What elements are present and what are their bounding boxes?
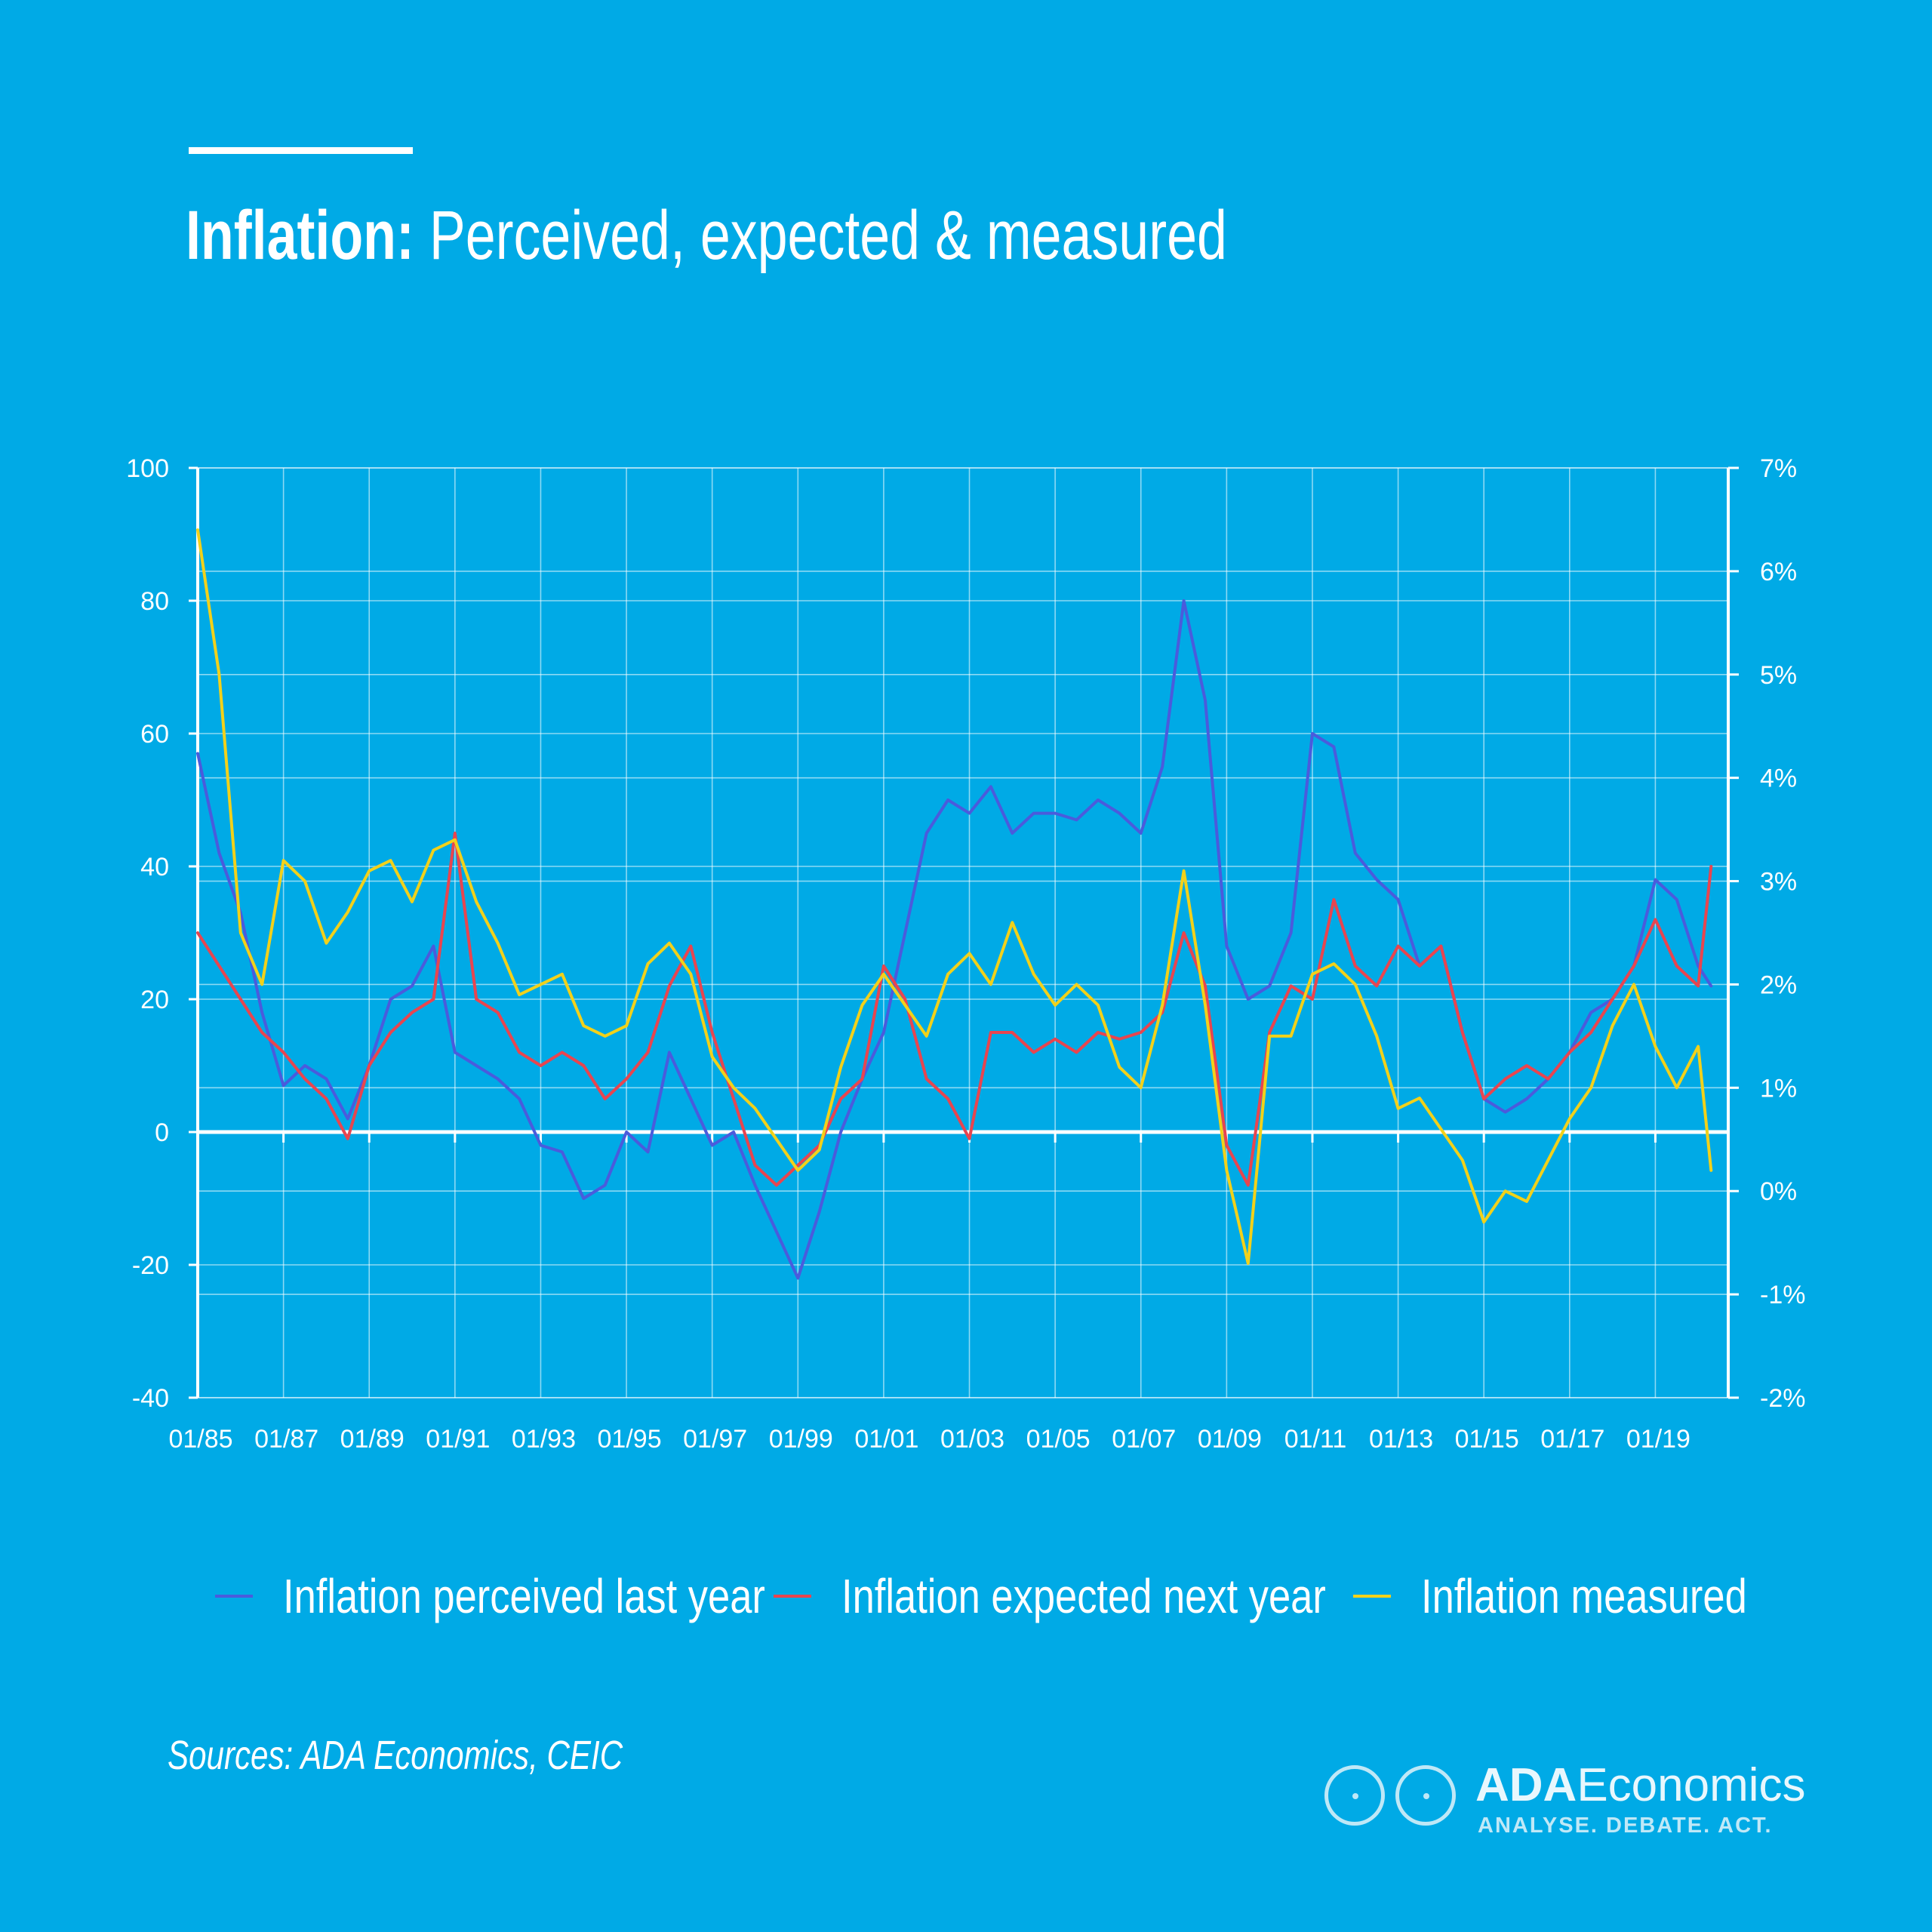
chart-title-lead: Inflation: [186, 197, 414, 274]
ada-economics-logo: ADAEconomics ANALYSE. DEBATE. ACT. [1324, 1762, 1868, 1845]
logo-circle-icon [1324, 1765, 1385, 1826]
series-layer [196, 528, 1713, 1280]
y-left-tick-label: 20 [140, 986, 169, 1014]
y-right-tick-label: 0% [1760, 1177, 1797, 1206]
x-tick-label: 01/15 [1455, 1425, 1519, 1454]
y-left-tick-label: 60 [140, 720, 169, 749]
logo-wordmark: ADAEconomics [1475, 1759, 1806, 1811]
x-tick-label: 01/19 [1626, 1425, 1690, 1454]
series-line-expected [196, 832, 1713, 1187]
x-tick-label: 01/99 [769, 1425, 833, 1454]
axis-layer [189, 466, 1739, 1399]
x-tick-label: 01/01 [854, 1425, 918, 1454]
logo-tagline: ANALYSE. DEBATE. ACT. [1478, 1814, 1773, 1838]
legend-swatch-expected [774, 1595, 811, 1598]
y-right-tick-label: 5% [1760, 661, 1797, 690]
legend-item-perceived: Inflation perceived last year [215, 1566, 871, 1626]
y-right-tick-label: -2% [1760, 1384, 1805, 1413]
x-tick-label: 01/93 [512, 1425, 576, 1454]
x-tick-label: 01/03 [940, 1425, 1004, 1454]
y-right-tick-label: 4% [1760, 764, 1797, 793]
legend-swatch-measured [1353, 1595, 1391, 1598]
y-left-tick-label: 40 [140, 853, 169, 881]
x-tick-label: 01/05 [1026, 1425, 1091, 1454]
x-tick-label: 01/87 [254, 1425, 318, 1454]
y-right-tick-label: 6% [1760, 558, 1797, 586]
legend-item-expected: Inflation expected next year [774, 1566, 1432, 1626]
y-right-tick-label: 3% [1760, 868, 1797, 897]
x-tick-label: 01/13 [1369, 1425, 1433, 1454]
legend: Inflation perceived last year Inflation … [0, 1566, 1932, 1626]
y-right-tick-label: 7% [1760, 454, 1797, 483]
x-tick-label: 01/95 [598, 1425, 662, 1454]
x-tick-label: 01/91 [426, 1425, 490, 1454]
legend-item-measured: Inflation measured [1353, 1566, 1819, 1626]
x-tick-label: 01/89 [340, 1425, 405, 1454]
chart-title: Inflation: Perceived, expected & measure… [186, 196, 1227, 276]
y-left-tick-label: -20 [132, 1251, 169, 1280]
x-tick-label: 01/17 [1540, 1425, 1604, 1454]
legend-swatch-perceived [215, 1595, 253, 1598]
x-tick-label: 01/85 [168, 1425, 232, 1454]
legend-label-expected: Inflation expected next year [841, 1569, 1326, 1623]
y-right-tick-label: -1% [1760, 1281, 1805, 1309]
title-rule [189, 147, 413, 154]
legend-label-measured: Inflation measured [1421, 1569, 1747, 1623]
x-tick-label: 01/97 [683, 1425, 747, 1454]
source-note: Sources: ADA Economics, CEIC [168, 1733, 623, 1778]
y-left-tick-label: 80 [140, 587, 169, 616]
x-tick-label: 01/11 [1284, 1425, 1347, 1454]
logo-circle-icon [1395, 1765, 1456, 1826]
y-left-tick-label: 0 [155, 1118, 169, 1147]
y-right-tick-label: 2% [1760, 971, 1797, 999]
label-layer: 100 80 60 40 20 0 -20 -40 7% 6% 5% 4% 3% 2% 1% 0% -1% -2%… [126, 454, 1805, 1454]
chart-title-rest: Perceived, expected & measured [414, 197, 1227, 274]
x-tick-label: 01/07 [1112, 1425, 1176, 1454]
series-line-measured [196, 528, 1713, 1265]
y-left-tick-label: 100 [126, 454, 169, 483]
x-tick-label: 01/09 [1198, 1425, 1262, 1454]
grid-layer [197, 467, 1728, 1398]
y-right-tick-label: 1% [1760, 1074, 1797, 1103]
y-left-tick-label: -40 [132, 1384, 169, 1413]
legend-label-perceived: Inflation perceived last year [283, 1569, 765, 1623]
